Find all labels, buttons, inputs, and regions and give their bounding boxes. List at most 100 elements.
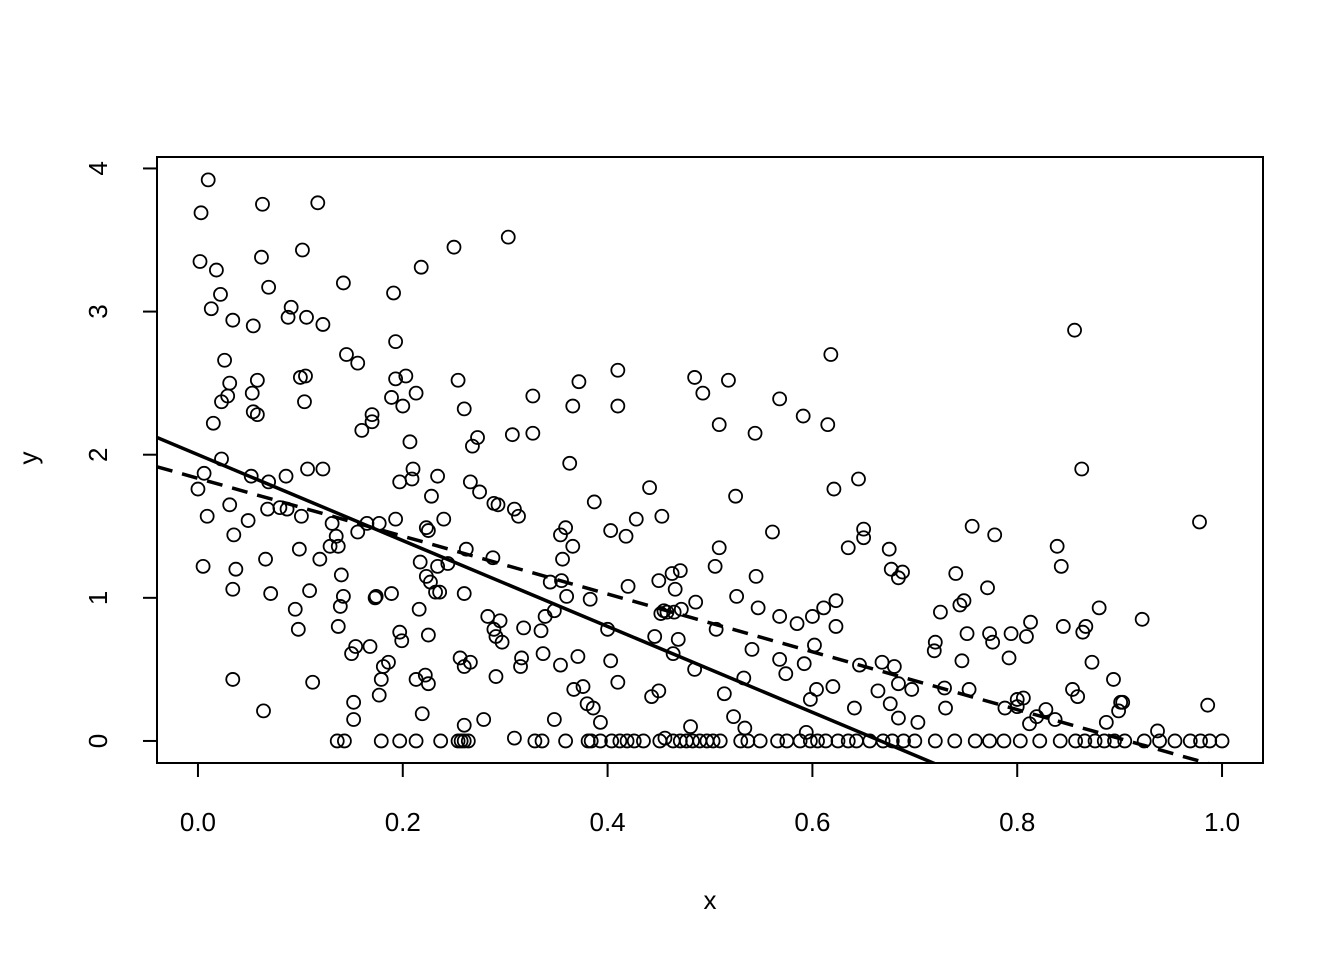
point xyxy=(458,541,474,557)
point xyxy=(243,468,259,484)
point xyxy=(392,733,408,749)
point xyxy=(225,672,241,687)
point xyxy=(891,710,906,726)
point xyxy=(436,511,452,527)
point xyxy=(1003,626,1019,642)
point xyxy=(373,733,389,749)
point xyxy=(987,527,1003,543)
point xyxy=(222,497,238,513)
point xyxy=(1052,733,1068,749)
point xyxy=(488,669,504,684)
point xyxy=(926,643,942,659)
point xyxy=(554,573,569,589)
point xyxy=(507,730,522,746)
point xyxy=(1091,600,1107,616)
point xyxy=(770,733,785,749)
point xyxy=(533,623,549,639)
point xyxy=(711,417,727,433)
point xyxy=(683,719,698,735)
point xyxy=(405,461,421,477)
point xyxy=(480,609,496,624)
point xyxy=(967,733,983,749)
point xyxy=(472,484,487,500)
point xyxy=(513,659,528,674)
point xyxy=(712,733,728,749)
point xyxy=(414,706,430,722)
point xyxy=(818,733,834,749)
point xyxy=(546,712,562,727)
y-tick-label: 1 xyxy=(83,591,113,605)
point xyxy=(961,682,977,697)
point xyxy=(195,558,211,574)
point xyxy=(778,666,794,682)
point xyxy=(748,568,764,584)
point xyxy=(874,654,890,670)
point xyxy=(297,394,312,410)
point xyxy=(192,254,208,269)
point xyxy=(795,408,811,424)
point xyxy=(665,646,681,662)
point xyxy=(555,551,570,567)
point xyxy=(952,597,968,613)
point xyxy=(673,601,689,617)
x-tick-label: 1.0 xyxy=(1204,807,1240,837)
x-tick-label: 0.2 xyxy=(385,807,421,837)
point xyxy=(228,561,244,577)
point xyxy=(371,516,387,531)
point xyxy=(240,513,256,528)
point xyxy=(395,398,411,414)
point xyxy=(603,653,619,669)
point xyxy=(335,589,351,604)
fit-line xyxy=(157,435,938,763)
point xyxy=(647,629,663,644)
point xyxy=(249,407,265,423)
point xyxy=(750,600,766,616)
point xyxy=(747,425,763,441)
point xyxy=(996,733,1012,749)
point xyxy=(610,398,626,414)
point xyxy=(261,474,277,490)
point xyxy=(295,242,310,258)
point xyxy=(388,511,404,527)
point xyxy=(534,733,550,749)
point xyxy=(851,471,866,487)
point xyxy=(446,239,462,255)
point xyxy=(695,385,711,401)
point xyxy=(490,497,506,513)
point xyxy=(193,205,209,221)
point xyxy=(299,309,314,325)
point xyxy=(1012,733,1028,749)
point xyxy=(1055,619,1071,634)
point xyxy=(1067,322,1082,338)
point xyxy=(386,285,401,301)
point xyxy=(354,422,370,438)
point xyxy=(856,521,872,537)
point xyxy=(600,621,615,637)
point xyxy=(954,653,970,669)
y-tick-label: 2 xyxy=(83,447,113,461)
point xyxy=(330,538,346,554)
point xyxy=(1193,733,1208,749)
point xyxy=(826,481,842,497)
point xyxy=(330,619,346,634)
point xyxy=(398,368,414,384)
point xyxy=(820,417,836,433)
point xyxy=(565,398,581,414)
point xyxy=(245,318,261,334)
point xyxy=(362,639,378,654)
point xyxy=(1117,733,1133,749)
point xyxy=(883,561,899,577)
point xyxy=(667,581,683,597)
point xyxy=(562,455,578,471)
point xyxy=(373,672,389,687)
point xyxy=(1134,611,1150,627)
point xyxy=(938,700,953,716)
point xyxy=(807,637,822,653)
point xyxy=(255,196,270,212)
point xyxy=(546,603,562,619)
point xyxy=(553,657,568,673)
point xyxy=(413,259,429,275)
point xyxy=(736,670,752,686)
point xyxy=(328,528,344,544)
point xyxy=(278,468,294,484)
